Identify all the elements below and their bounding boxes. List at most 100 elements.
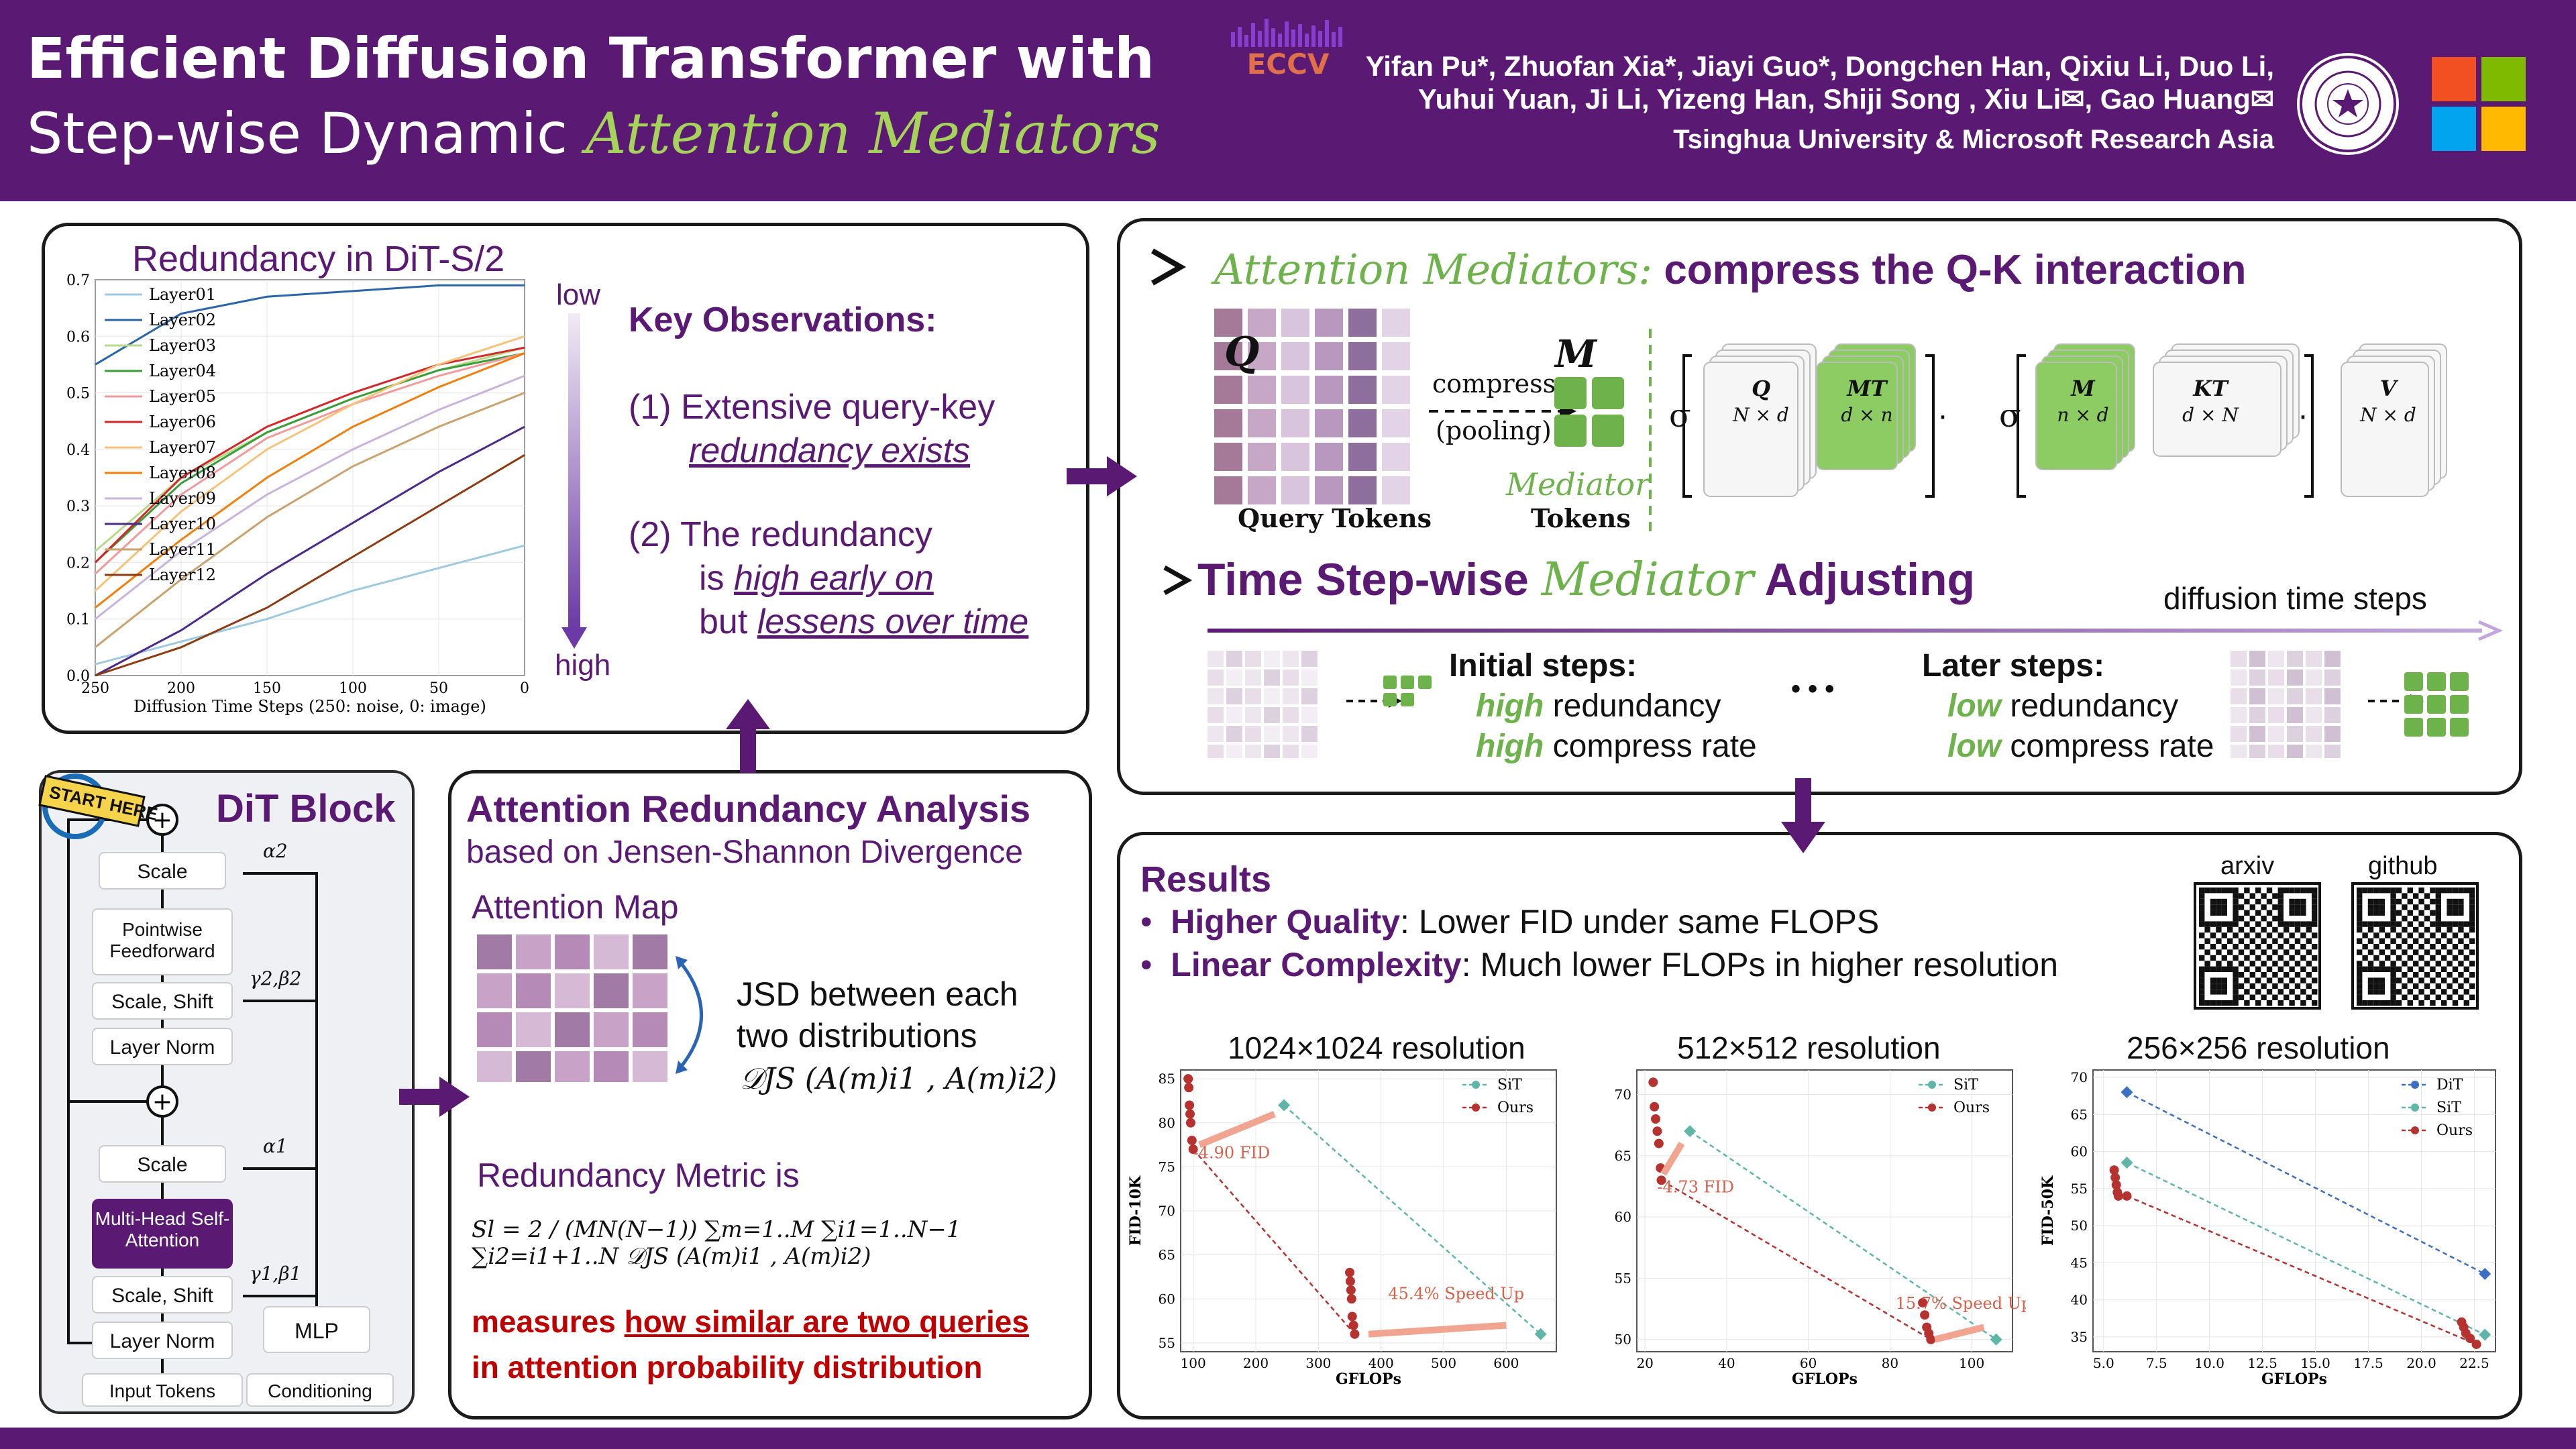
fid-gain-annotation: -4.90 FID	[1193, 1143, 1271, 1162]
grid-cell	[1348, 476, 1377, 504]
qr-module	[2244, 1000, 2250, 1006]
qr-module	[2272, 916, 2278, 922]
qr-module	[2357, 972, 2363, 978]
x-tick-label: 50	[429, 680, 448, 697]
qr-module	[2441, 921, 2447, 927]
qr-module	[2312, 955, 2318, 961]
qr-module	[2294, 994, 2301, 1000]
qr-module	[2216, 989, 2222, 995]
qr-module	[2233, 1000, 2239, 1006]
title2-accent: Attention Mediators	[585, 101, 1161, 166]
qr-module	[2261, 972, 2267, 978]
qr-module	[2362, 966, 2368, 972]
qr-module	[2216, 966, 2222, 972]
grid-cell	[1301, 688, 1318, 704]
series-line-layer06	[94, 346, 525, 564]
qr-module	[2233, 932, 2239, 938]
qr-module	[2396, 910, 2402, 916]
qr-module	[2402, 938, 2408, 944]
qr-module	[2447, 898, 2453, 905]
qr-module	[2430, 989, 2436, 995]
qr-module	[2390, 888, 2396, 894]
github-qr-code[interactable]	[2351, 882, 2479, 1010]
qr-module	[2294, 921, 2301, 927]
qr-module	[2277, 966, 2284, 972]
eq-q-dim: N × d	[1733, 404, 1789, 426]
qr-module	[2357, 977, 2363, 983]
qr-module	[2441, 989, 2447, 995]
initial-high2: high	[1476, 729, 1544, 764]
qr-module	[2407, 955, 2413, 961]
qr-module	[2441, 944, 2447, 950]
later-rest1: redundancy	[2001, 688, 2179, 724]
jsd-line1: JSD between each	[737, 975, 1018, 1013]
qr-module	[2357, 910, 2363, 916]
diffusion-steps-label: diffusion time steps	[2163, 581, 2427, 616]
qr-module	[2306, 921, 2312, 927]
qr-module	[2277, 888, 2284, 894]
qr-module	[2407, 888, 2413, 894]
data-point-ours	[1185, 1118, 1195, 1128]
qr-module	[2407, 944, 2413, 950]
attention-map-label: Attention Map	[472, 888, 679, 926]
grid-cell	[1281, 376, 1309, 404]
qr-module	[2435, 938, 2441, 944]
arrow-to-redundancy	[726, 699, 770, 773]
qr-module	[2373, 1000, 2379, 1006]
qr-module	[2216, 983, 2222, 989]
arxiv-qr-code[interactable]	[2194, 882, 2321, 1010]
qr-module	[2458, 898, 2464, 905]
grid-cell	[1248, 376, 1276, 404]
grid-cell	[1382, 342, 1410, 370]
conditioning-box: Conditioning	[246, 1373, 394, 1407]
qr-module	[2238, 961, 2245, 967]
qr-module	[2272, 961, 2278, 967]
qr-module	[2284, 938, 2290, 944]
qr-module	[2300, 921, 2306, 927]
x-tick-label: 17.5	[2353, 1355, 2383, 1371]
qr-module	[2277, 1000, 2284, 1006]
stepwise-accent: Mediator	[1541, 553, 1754, 606]
bullet2-rest: : Much lower FLOPs in higher resolution	[1461, 946, 2059, 983]
grid-cell	[2306, 745, 2322, 758]
svg-text:+: +	[152, 806, 172, 834]
qr-module	[2199, 893, 2205, 899]
qr-module	[2238, 893, 2245, 899]
scale-shift-bottom-box: Scale, Shift	[92, 1276, 233, 1313]
qr-module	[2300, 977, 2306, 983]
qr-module	[2199, 910, 2205, 916]
qr-module	[2249, 994, 2255, 1000]
qr-module	[2306, 961, 2312, 967]
qr-module	[2413, 983, 2419, 989]
initial-rest1: redundancy	[1544, 688, 1721, 724]
y-tick-label: 40	[2071, 1292, 2088, 1308]
qr-module	[2407, 910, 2413, 916]
qr-module	[2396, 989, 2402, 995]
qr-module	[2424, 961, 2430, 967]
arrow-to-analysis	[399, 1077, 470, 1117]
qr-module	[2312, 966, 2318, 972]
qr-module	[2300, 1000, 2306, 1006]
qr-module	[2277, 944, 2284, 950]
grid-cell	[2287, 651, 2303, 667]
qr-module	[2379, 977, 2385, 983]
qr-module	[2294, 926, 2301, 933]
x-tick-label: 100	[339, 680, 367, 697]
qr-module	[2463, 944, 2469, 950]
qr-module	[2390, 910, 2396, 916]
x-tick-label: 10.0	[2194, 1355, 2224, 1371]
qr-module	[2452, 904, 2459, 910]
data-point-ours	[1345, 1277, 1355, 1286]
series-line-dit	[2126, 1091, 2485, 1275]
qr-module	[2204, 961, 2210, 967]
eq-m-dim: n × d	[2057, 404, 2109, 426]
y-tick-label: 70	[1159, 1203, 1175, 1219]
data-point-ours	[1350, 1329, 1360, 1339]
grid-cell	[1315, 409, 1343, 437]
grid-cell	[2324, 651, 2341, 667]
mediator-attention-equation	[1682, 343, 2447, 498]
x-tick-label: 12.5	[2247, 1355, 2277, 1371]
qr-module	[2447, 938, 2453, 944]
eq-mt: MT	[1847, 376, 1887, 401]
measures-underlined: how similar are two queries	[624, 1304, 1029, 1339]
